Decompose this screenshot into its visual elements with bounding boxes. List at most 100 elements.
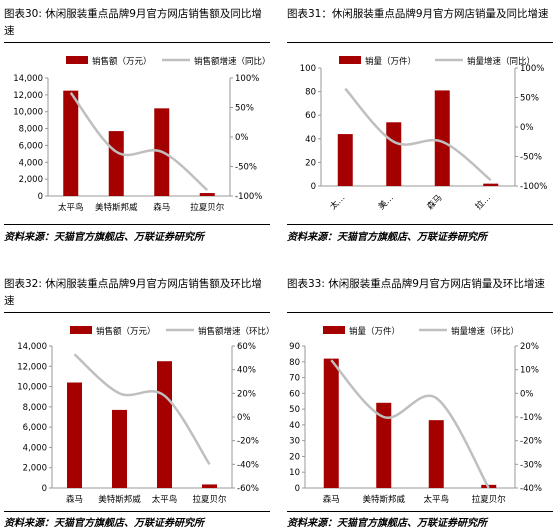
- source-note: 资料来源：天猫官方旗舰店、万联证券研究所: [4, 232, 204, 243]
- source-rule: [287, 224, 553, 225]
- caption-rule: [4, 312, 270, 313]
- growth-line: [69, 91, 209, 192]
- y-tick-label: 30: [289, 437, 300, 447]
- y2-tick-label: 100%: [520, 64, 544, 74]
- y-tick-label: 10,000: [13, 108, 43, 118]
- y-tick-label: 0: [295, 484, 300, 494]
- bar-line-chart: 销售额（万元） 销售额增速（环比） 0 2,000 4,000 6,000 8,000 10,…: [17, 326, 275, 505]
- figure-caption: 图表33: 休闲服装重点品牌9月官方网店销量及环比增速: [287, 278, 545, 290]
- y-tick-label: 8,000: [19, 125, 43, 135]
- x-tick-label: 美特斯邦威: [362, 494, 405, 505]
- bar: [386, 122, 402, 186]
- y2-tick-label: 0%: [520, 123, 534, 133]
- bar-line-chart: 销售额（万元） 销售额增速（同比） 0 2,000 4,000 6,000 8,000 10,…: [13, 56, 271, 213]
- bar: [199, 193, 215, 196]
- chart-panel-33: 图表33: 休闲服装重点品牌9月官方网店销量及环比增速 销量（万件） 销量增速（环…: [287, 276, 557, 531]
- y2-tick-label: -50%: [235, 163, 257, 173]
- y2-tick-label: -20%: [237, 437, 259, 447]
- growth-line: [73, 353, 211, 466]
- y2-tick-label: -50%: [520, 153, 542, 163]
- y-tick-label: 2,000: [23, 464, 47, 474]
- source-note: 资料来源：天猫官方旗舰店、万联证券研究所: [287, 232, 487, 243]
- y-tick-label: 50: [289, 405, 300, 415]
- x-tick-label: 太平鸟: [423, 494, 449, 505]
- x-tick-label: 拉夏贝尔: [472, 494, 507, 505]
- y2-tick-label: 0%: [235, 133, 249, 143]
- source-rule: [4, 224, 270, 225]
- y2-tick-label: 50%: [520, 94, 539, 104]
- legend-line-label: 销量增速（同比）: [467, 56, 535, 67]
- y-tick-label: 8,000: [23, 403, 47, 413]
- x-tick-label: 太平鸟: [58, 202, 84, 213]
- y-tick-label: 0: [42, 484, 47, 494]
- bar: [112, 409, 127, 488]
- legend-bar-label: 销量（万件）: [349, 326, 400, 337]
- legend-bar-label: 销售额（万元）: [92, 56, 152, 67]
- bar-line-chart: 销量（万件） 销量增速（同比） 0 20 40 60 80 100 -100% -50% 0% 50%…: [300, 56, 547, 212]
- growth-line: [330, 359, 490, 489]
- y-tick-label: 70: [289, 374, 300, 384]
- y-tick-label: 20: [305, 158, 316, 168]
- legend: 销售额（万元） 销售额增速（同比）: [66, 56, 271, 67]
- chart-panel-32: 图表32: 休闲服装重点品牌9月官方网店销售额及环比增速 销售额（万元） 销售额增…: [4, 276, 275, 531]
- y-tick-label: 2,000: [19, 175, 43, 185]
- y-tick-label: 10,000: [17, 383, 47, 393]
- bar: [157, 361, 172, 488]
- bar: [323, 358, 339, 488]
- y2-tick-label: -20%: [520, 437, 542, 447]
- y-tick-label: 80: [305, 88, 316, 98]
- y-tick-label: 12,000: [17, 362, 47, 372]
- legend-line-label: 销量增速（环比）: [451, 326, 519, 337]
- figure-caption: 图表31：休闲服装重点品牌9月官方网店销量及同比增速: [287, 8, 549, 20]
- y-tick-label: 60: [289, 389, 300, 399]
- bar: [337, 134, 353, 186]
- y2-tick-label: 20%: [237, 389, 256, 399]
- y2-tick-label: -30%: [520, 460, 542, 470]
- y-tick-label: 80: [289, 358, 300, 368]
- legend-bar-swatch: [70, 326, 92, 334]
- y-tick-label: 12,000: [13, 91, 43, 101]
- x-tick-label: 拉夏贝尔: [190, 202, 225, 213]
- source-note: 资料来源：天猫官方旗舰店、万联证券研究所: [4, 518, 204, 529]
- caption-rule: [287, 42, 553, 43]
- y-tick-label: 14,000: [13, 74, 43, 84]
- y-tick-label: 6,000: [19, 141, 43, 151]
- y-tick-label: 10: [289, 468, 300, 478]
- legend-line-label: 销售额增速（环比）: [198, 326, 275, 337]
- x-tick-label: 美…: [376, 192, 396, 212]
- bar: [202, 484, 217, 488]
- y-tick-label: 60: [305, 111, 316, 121]
- legend-line-label: 销售额增速（同比）: [194, 56, 271, 67]
- y-tick-label: 40: [289, 421, 300, 431]
- y2-tick-label: 50%: [235, 104, 254, 114]
- y2-tick-label: 40%: [237, 366, 256, 376]
- y2-tick-label: -60%: [237, 484, 259, 494]
- y2-tick-label: 60%: [237, 342, 256, 352]
- y2-tick-label: -100%: [520, 182, 547, 192]
- x-tick-label: 太平鸟: [152, 494, 178, 505]
- y-tick-label: 4,000: [19, 158, 43, 168]
- bar: [63, 90, 79, 196]
- y-tick-label: 40: [305, 135, 316, 145]
- legend-bar-label: 销售额（万元）: [96, 326, 156, 337]
- y2-tick-label: 0%: [237, 413, 251, 423]
- x-tick-label: 森马: [153, 202, 170, 213]
- figure-caption: 图表32: 休闲服装重点品牌9月官方网店销售额及环比增速: [4, 278, 262, 307]
- legend-bar-swatch: [339, 56, 361, 64]
- y-tick-label: 14,000: [17, 342, 47, 352]
- y-tick-label: 100: [300, 64, 316, 74]
- y-tick-label: 4,000: [23, 443, 47, 453]
- y-tick-label: 0: [38, 192, 43, 202]
- x-tick-label: 美特斯邦威: [95, 202, 138, 213]
- bar: [376, 402, 392, 488]
- bar: [428, 420, 444, 488]
- legend: 销售额（万元） 销售额增速（环比）: [70, 326, 275, 337]
- y-tick-label: 0: [311, 182, 316, 192]
- x-tick-label: 拉…: [473, 192, 493, 212]
- legend-bar-swatch: [323, 326, 345, 334]
- legend-bar-label: 销量（万件）: [365, 56, 416, 67]
- x-tick-label: 美特斯邦威: [98, 494, 141, 505]
- bar: [483, 183, 499, 186]
- y2-tick-label: 100%: [235, 74, 259, 84]
- y2-tick-label: 20%: [520, 342, 539, 352]
